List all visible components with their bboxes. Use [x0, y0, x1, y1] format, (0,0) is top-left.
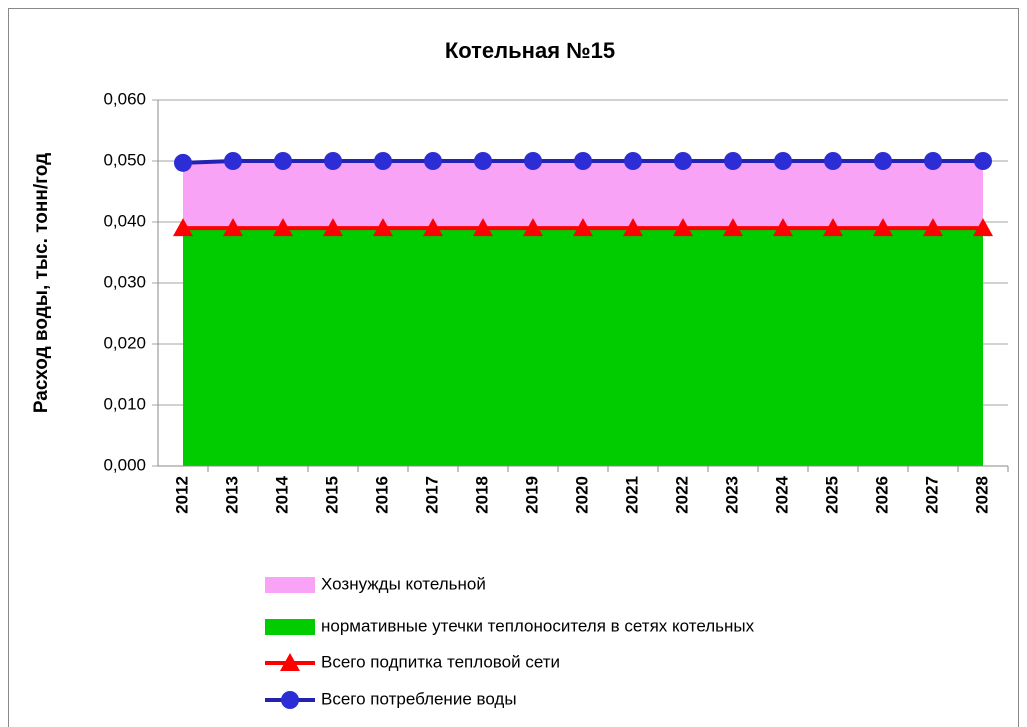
- x-tick-label: 2020: [572, 476, 591, 514]
- marker: [324, 152, 342, 170]
- marker: [724, 152, 742, 170]
- marker: [174, 153, 192, 172]
- marker: [473, 218, 493, 237]
- marker: [273, 218, 293, 237]
- marker: [573, 218, 593, 237]
- marker: [474, 152, 492, 170]
- x-tick-label: 2017: [422, 476, 441, 514]
- marker: [524, 152, 542, 170]
- marker: [224, 152, 242, 170]
- marker: [673, 218, 693, 237]
- legend-label: Всего подпитка тепловой сети: [321, 652, 560, 671]
- legend-label: Хознужды котельной: [321, 574, 486, 593]
- x-tick-label: 2013: [222, 476, 241, 514]
- x-tick-label: 2024: [772, 475, 791, 513]
- marker: [574, 152, 592, 170]
- marker: [974, 152, 992, 170]
- marker: [223, 218, 243, 237]
- marker: [424, 152, 442, 170]
- area: [183, 161, 983, 229]
- legend-label: нормативные утечки теплоносителя в сетях…: [321, 616, 755, 635]
- x-tick-label: 2021: [622, 476, 641, 514]
- marker: [374, 152, 392, 170]
- x-tick-label: 2027: [922, 476, 941, 514]
- y-tick-label: 0,020: [103, 333, 146, 352]
- chart-title: Котельная №15: [445, 38, 615, 63]
- legend-swatch: [265, 619, 315, 635]
- marker: [323, 218, 343, 237]
- x-tick-label: 2018: [472, 476, 491, 514]
- marker: [281, 691, 299, 709]
- y-tick-label: 0,040: [103, 211, 146, 230]
- x-tick-label: 2022: [672, 476, 691, 514]
- marker: [274, 152, 292, 170]
- marker: [923, 218, 943, 237]
- marker: [373, 218, 393, 237]
- x-tick-label: 2025: [822, 476, 841, 514]
- marker: [423, 218, 443, 237]
- marker: [874, 152, 892, 170]
- marker: [723, 218, 743, 237]
- x-tick-label: 2016: [372, 476, 391, 514]
- marker: [924, 152, 942, 170]
- area: [183, 228, 983, 466]
- marker: [280, 653, 300, 671]
- marker: [873, 218, 893, 237]
- marker: [773, 218, 793, 237]
- marker: [973, 218, 993, 237]
- x-tick-label: 2023: [722, 476, 741, 514]
- legend-swatch: [265, 577, 315, 593]
- x-tick-label: 2028: [972, 476, 991, 514]
- x-tick-label: 2014: [272, 475, 291, 513]
- marker: [624, 152, 642, 170]
- marker: [823, 218, 843, 237]
- marker: [674, 152, 692, 170]
- marker: [623, 218, 643, 237]
- x-tick-label: 2019: [522, 476, 541, 514]
- y-axis-label: Расход воды, тыс. тонн/год: [31, 153, 52, 413]
- y-tick-label: 0,030: [103, 272, 146, 291]
- legend-label: Всего потребление воды: [321, 689, 517, 708]
- marker: [173, 218, 193, 237]
- x-tick-label: 2012: [172, 476, 191, 514]
- marker: [824, 152, 842, 170]
- y-tick-label: 0,010: [103, 394, 146, 413]
- y-tick-label: 0,000: [103, 455, 146, 474]
- x-tick-label: 2015: [322, 476, 341, 514]
- y-tick-label: 0,060: [103, 89, 146, 108]
- x-tick-label: 2026: [872, 476, 891, 514]
- marker: [774, 152, 792, 170]
- y-tick-label: 0,050: [103, 150, 146, 169]
- marker: [523, 218, 543, 237]
